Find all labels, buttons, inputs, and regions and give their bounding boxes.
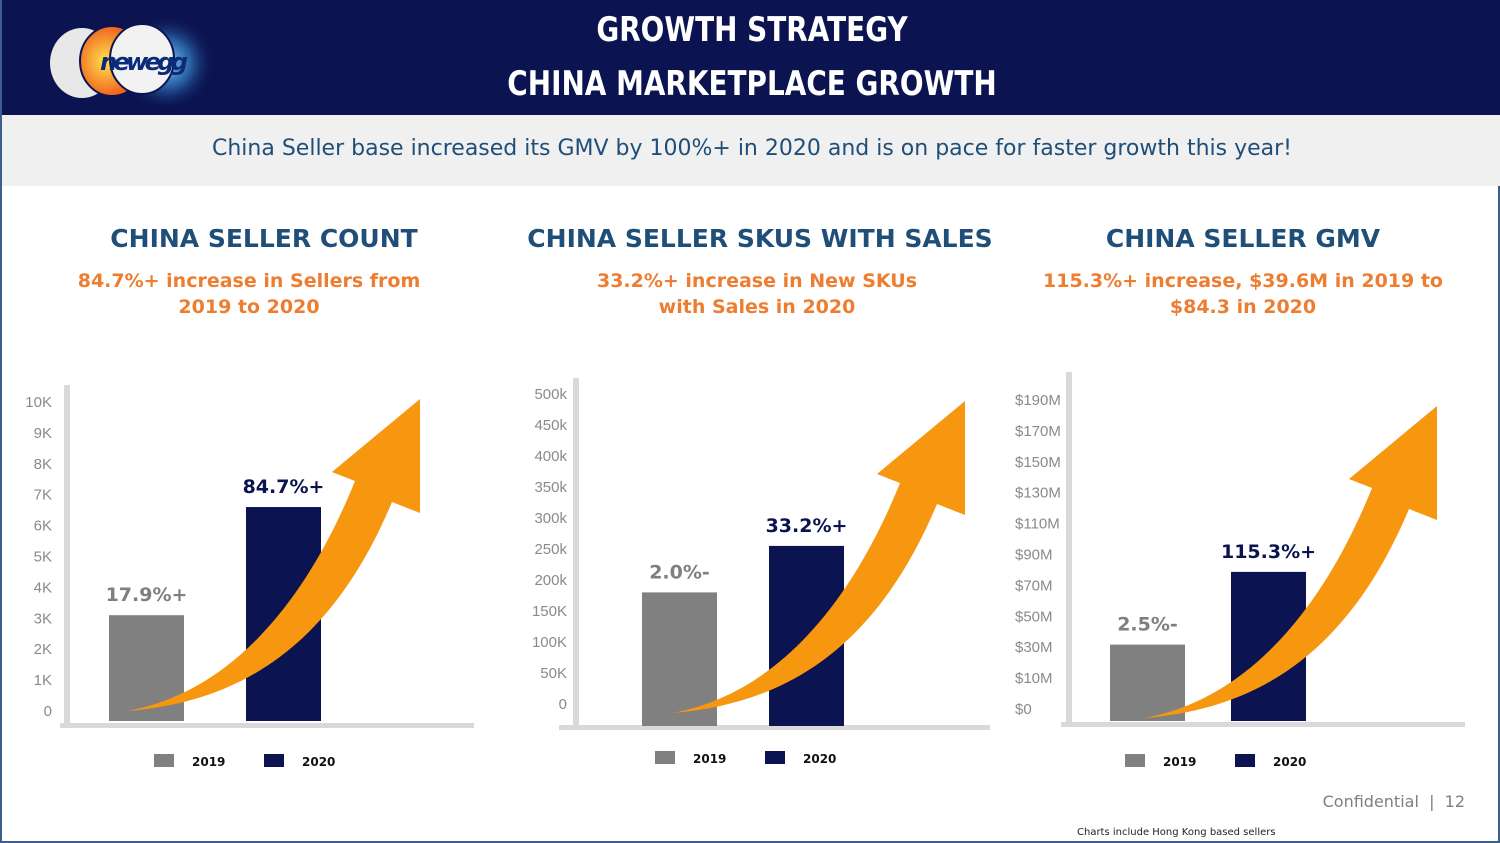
y-tick-label: $130M: [1015, 485, 1061, 502]
y-tick-label: 5K: [34, 549, 52, 566]
y-tick-label: 4K: [34, 579, 52, 596]
summary-banner: China Seller base increased its GMV by 1…: [2, 115, 1500, 186]
y-tick-label: 500k: [534, 386, 567, 403]
legend-swatch: [264, 754, 284, 767]
subtitle-line: $84.3 in 2020: [1169, 296, 1317, 318]
y-tick-label: $30M: [1015, 639, 1053, 656]
chart-2: 0 50K 100K 150K 200k 250k 300k 350k 400k 450k 500k…: [532, 378, 990, 766]
chart-3: $0 $10M $30M $50M $70M $90M $110M $130M $150M $17…: [1015, 372, 1465, 769]
chart-1: 0 1K 2K 3K 4K 5K 6K 7K 8K 9K 10K 17.9%+ 84.7%+ 2019 20…: [25, 385, 474, 769]
y-tick-label: $0: [1015, 701, 1032, 718]
subtitle-line: with Sales in 2020: [658, 296, 856, 318]
title-line-2: CHINA MARKETPLACE GROWTH: [507, 64, 997, 104]
y-tick-label: $150M: [1015, 454, 1061, 471]
bar-data-label: 115.3%+: [1221, 541, 1316, 563]
legend-label: 2020: [302, 755, 335, 769]
y-axis-line: [64, 385, 70, 725]
y-tick-label: $170M: [1015, 423, 1061, 440]
growth-arrow-icon: [1144, 406, 1437, 718]
y-tick-label: 50K: [540, 665, 567, 682]
section-heading-skus: CHINA SELLER SKUS WITH SALES: [527, 224, 993, 253]
subtitle-line: 33.2%+ increase in New SKUs: [596, 270, 918, 292]
subtitle-line: 115.3%+ increase, $39.6M in 2019 to: [1043, 270, 1443, 292]
x-axis-line: [1061, 722, 1465, 727]
bar-data-label: 33.2%+: [766, 515, 848, 537]
legend-swatch: [1235, 754, 1255, 767]
legend-swatch: [655, 751, 675, 764]
y-tick-label: 450k: [534, 417, 567, 434]
y-tick-label: 7K: [34, 487, 52, 504]
legend-label: 2020: [803, 752, 836, 766]
y-tick-label: 200k: [534, 572, 567, 589]
legend-swatch: [765, 751, 785, 764]
legend-label: 2019: [693, 752, 726, 766]
legend-label: 2019: [1163, 755, 1196, 769]
bar-data-label: 2.0%-: [649, 561, 710, 583]
y-tick-label: $70M: [1015, 577, 1053, 594]
section-heading-gmv: CHINA SELLER GMV: [1105, 224, 1381, 253]
y-tick-label: 300k: [534, 510, 567, 527]
bar-2019: [1110, 644, 1185, 721]
header-bar: [2, 0, 1500, 115]
subtitle-line: 2019 to 2020: [178, 296, 320, 318]
y-tick-label: 100K: [532, 634, 567, 651]
y-axis-line: [1066, 372, 1072, 724]
y-tick-label: $10M: [1015, 670, 1053, 687]
bar-data-label: 17.9%+: [106, 584, 188, 606]
y-tick-label: 10K: [25, 394, 52, 411]
section-subtitle-gmv: 115.3%+ increase, $39.6M in 2019 to $84.3…: [993, 268, 1493, 320]
section-subtitle-skus: 33.2%+ increase in New SKUs with Sales in…: [522, 268, 992, 320]
y-tick-label: 9K: [34, 425, 52, 442]
bar-2019: [109, 615, 184, 721]
y-tick-label: 2K: [34, 641, 52, 658]
y-tick-label: $90M: [1015, 547, 1053, 564]
y-tick-label: 400k: [534, 448, 567, 465]
y-tick-label: 1K: [34, 672, 52, 689]
section-subtitle-seller-count: 84.7%+ increase in Sellers from 2019 to 2…: [14, 268, 484, 320]
y-tick-label: 3K: [34, 610, 52, 627]
summary-text: China Seller base increased its GMV by 1…: [212, 136, 1292, 161]
y-tick-label: 150K: [532, 603, 567, 620]
newegg-logo: newegg: [50, 15, 215, 105]
legend-swatch: [154, 754, 174, 767]
y-tick-label: 0: [559, 696, 567, 713]
y-tick-label: $190M: [1015, 392, 1061, 409]
bar-2019: [642, 592, 717, 726]
subtitle-line: 84.7%+ increase in Sellers from: [77, 270, 421, 292]
section-heading-seller-count: CHINA SELLER COUNT: [110, 224, 418, 253]
y-tick-label: $50M: [1015, 608, 1053, 625]
title-line-1: GROWTH STRATEGY: [596, 10, 908, 50]
bar-data-label: 2.5%-: [1117, 614, 1178, 636]
legend-label: 2019: [192, 755, 225, 769]
bar-data-label: 84.7%+: [243, 476, 325, 498]
logo-text: newegg: [100, 48, 188, 76]
y-tick-label: 250k: [534, 541, 567, 558]
y-tick-label: 8K: [34, 456, 52, 473]
legend-swatch: [1125, 754, 1145, 767]
growth-arrow-icon: [127, 399, 420, 711]
legend-label: 2020: [1273, 755, 1306, 769]
y-axis-line: [573, 378, 579, 727]
y-tick-label: 6K: [34, 518, 52, 535]
x-axis-line: [60, 723, 474, 728]
y-tick-label: $110M: [1015, 516, 1060, 533]
y-tick-label: 0: [44, 703, 52, 720]
confidential-page-number: Confidential | 12: [1322, 792, 1465, 811]
growth-arrow-icon: [672, 401, 965, 713]
footnote: Charts include Hong Kong based sellers: [1077, 827, 1276, 838]
y-tick-label: 350k: [534, 479, 567, 496]
x-axis-line: [559, 725, 990, 730]
